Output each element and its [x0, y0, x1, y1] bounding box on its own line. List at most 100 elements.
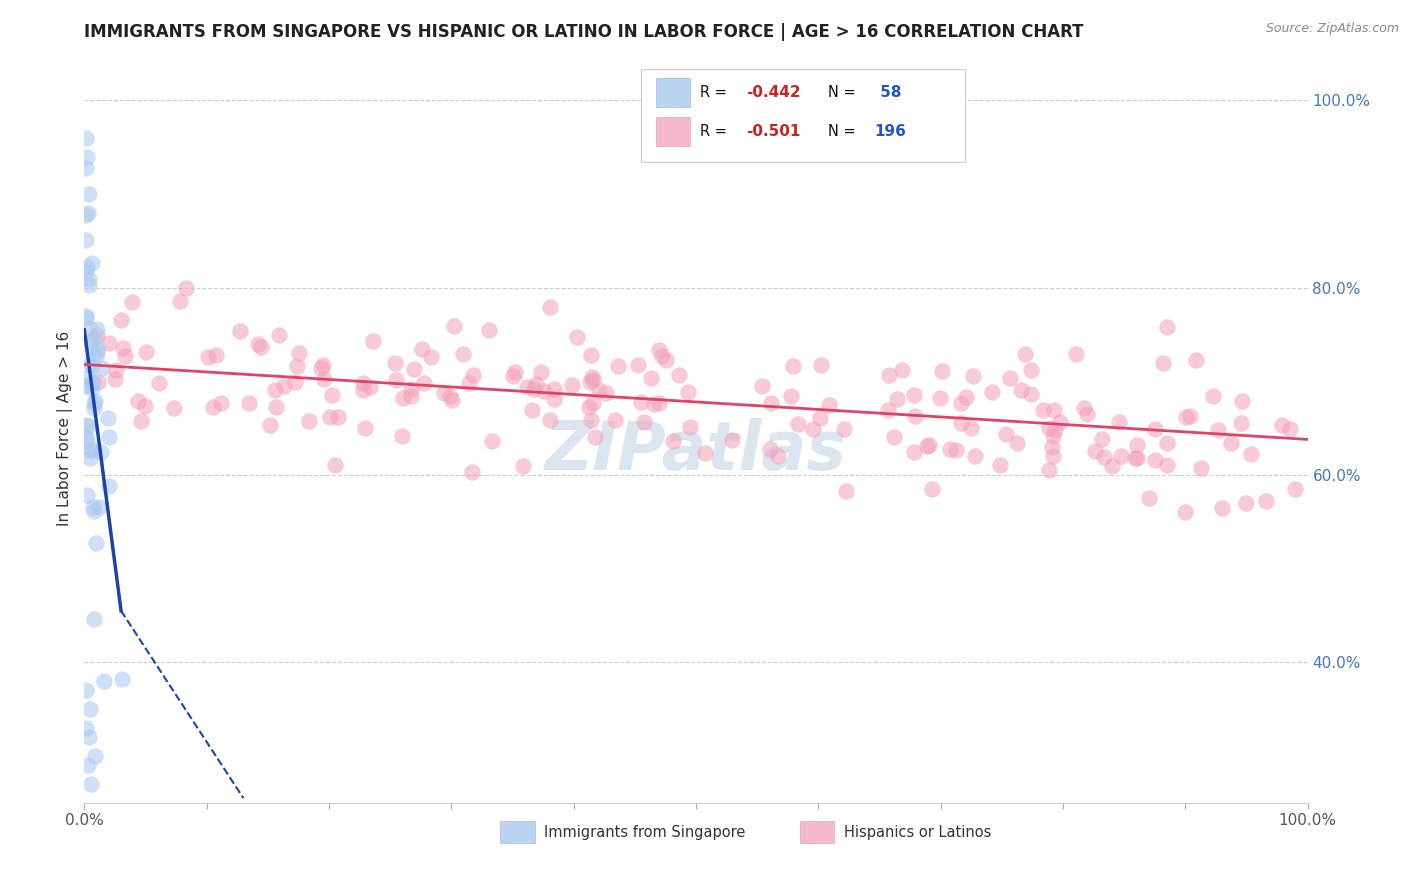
- Point: [353, 421, 375, 435]
- Point: [312, 358, 335, 372]
- Point: [965, 450, 987, 464]
- Point: [79, 419, 101, 434]
- Point: [83, 401, 105, 416]
- Point: [209, 396, 232, 410]
- Point: [648, 343, 671, 357]
- Point: [630, 395, 652, 409]
- Point: [77, 278, 100, 293]
- Point: [439, 389, 461, 403]
- Point: [1066, 347, 1088, 361]
- Point: [915, 438, 938, 452]
- Point: [399, 389, 422, 403]
- Point: [105, 363, 128, 377]
- Point: [1014, 346, 1036, 360]
- Point: [522, 383, 544, 397]
- Point: [82, 500, 104, 515]
- Bar: [501, 821, 534, 843]
- Point: [960, 420, 983, 434]
- Point: [361, 334, 384, 349]
- Point: [323, 458, 346, 473]
- Point: [86, 321, 108, 335]
- Point: [808, 410, 831, 425]
- Point: [1185, 353, 1208, 368]
- Point: [205, 348, 228, 362]
- Point: [766, 449, 789, 463]
- Point: [391, 391, 413, 405]
- Point: [75, 721, 97, 735]
- Point: [588, 383, 610, 397]
- Point: [1220, 435, 1243, 450]
- Point: [931, 364, 953, 378]
- Point: [903, 388, 925, 402]
- Point: [75, 208, 97, 222]
- Point: [595, 386, 617, 401]
- Point: [1123, 451, 1146, 466]
- Text: 196: 196: [875, 124, 907, 139]
- Point: [457, 376, 479, 390]
- Point: [79, 451, 101, 466]
- Point: [759, 396, 782, 410]
- Point: [633, 415, 655, 429]
- Point: [679, 420, 702, 434]
- Point: [111, 341, 134, 355]
- Text: R =: R =: [700, 85, 731, 100]
- Point: [114, 349, 136, 363]
- Point: [110, 313, 132, 327]
- Point: [886, 392, 908, 407]
- Point: [83, 331, 105, 345]
- Text: Source: ZipAtlas.com: Source: ZipAtlas.com: [1265, 22, 1399, 36]
- Point: [1152, 356, 1174, 370]
- Y-axis label: In Labor Force | Age > 16: In Labor Force | Age > 16: [58, 331, 73, 525]
- Point: [581, 370, 603, 384]
- Point: [75, 309, 97, 323]
- Point: [1206, 424, 1229, 438]
- Point: [721, 434, 744, 448]
- Point: [503, 365, 526, 379]
- Point: [1156, 436, 1178, 450]
- Point: [76, 758, 98, 772]
- Point: [1109, 450, 1132, 464]
- Point: [1202, 389, 1225, 403]
- Point: [77, 358, 100, 372]
- Point: [411, 342, 433, 356]
- Point: [77, 370, 100, 384]
- Point: [640, 371, 662, 385]
- Point: [75, 418, 97, 433]
- Point: [579, 412, 602, 426]
- Point: [420, 350, 443, 364]
- Point: [1019, 363, 1042, 377]
- Point: [75, 233, 97, 247]
- Point: [626, 358, 648, 372]
- Point: [904, 409, 927, 424]
- Point: [676, 384, 699, 399]
- Point: [668, 368, 690, 382]
- Point: [939, 442, 962, 457]
- Text: N =: N =: [828, 85, 860, 100]
- Point: [1049, 415, 1071, 429]
- Point: [384, 356, 406, 370]
- Point: [981, 385, 1004, 400]
- Point: [603, 412, 626, 426]
- Text: 58: 58: [875, 85, 901, 100]
- Point: [352, 383, 374, 397]
- Text: -0.442: -0.442: [747, 85, 801, 100]
- Point: [1043, 402, 1066, 417]
- Point: [75, 430, 97, 444]
- Point: [264, 400, 287, 414]
- Point: [1040, 440, 1063, 454]
- Point: [264, 384, 287, 398]
- Point: [693, 446, 716, 460]
- Point: [1108, 415, 1130, 429]
- Point: [451, 347, 474, 361]
- Point: [82, 359, 104, 374]
- Point: [787, 417, 810, 432]
- Point: [433, 385, 456, 400]
- Point: [1084, 444, 1107, 458]
- Point: [84, 535, 107, 549]
- Point: [643, 397, 665, 411]
- Point: [1236, 496, 1258, 510]
- Bar: [655, 117, 690, 145]
- Point: [759, 442, 782, 457]
- Point: [1278, 422, 1301, 436]
- Point: [565, 330, 588, 344]
